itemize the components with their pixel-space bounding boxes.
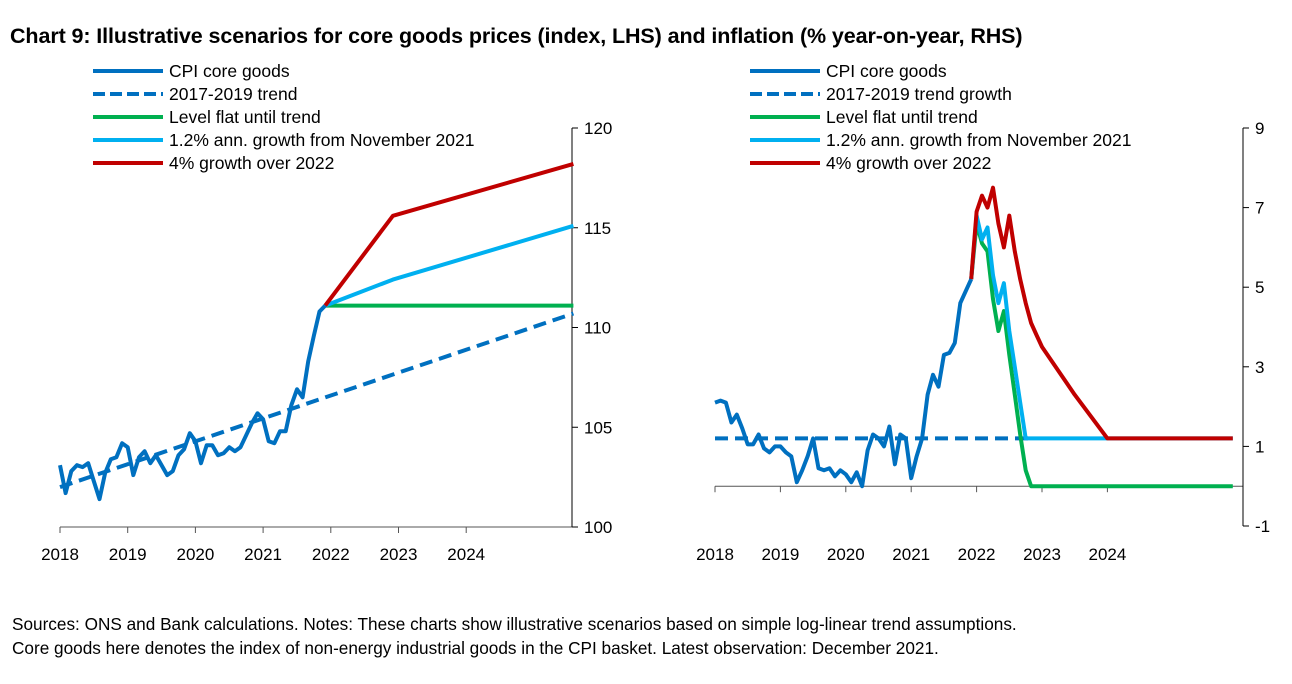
series-line-growth4: [323, 161, 574, 307]
right-series-lines: [714, 185, 1233, 489]
series-line-flat: [969, 221, 1233, 489]
right-legend: CPI core goods 2017-2019 trend growth Leve…: [750, 61, 1131, 173]
x-tick-label: 2021: [244, 545, 282, 564]
notes-line-2: Core goods here denotes the index of non…: [12, 638, 939, 658]
series-line-cpi: [714, 278, 974, 489]
y-tick-label: 105: [584, 418, 612, 437]
x-tick-label: 2024: [1088, 545, 1126, 564]
y-tick-label: 100: [584, 518, 612, 537]
y-tick-label: 120: [584, 119, 612, 138]
left-legend: CPI core goods 2017-2019 trend Level flat …: [93, 61, 474, 173]
left-series-lines: [58, 161, 575, 502]
legend-label-flat: Level flat until trend: [826, 107, 978, 127]
legend-label-cpi: CPI core goods: [169, 61, 290, 81]
x-tick-label: 2018: [41, 545, 79, 564]
x-tick-label: 2019: [109, 545, 147, 564]
legend-label-flat: Level flat until trend: [169, 107, 321, 127]
x-tick-label: 2019: [761, 545, 799, 564]
x-tick-label: 2023: [380, 545, 418, 564]
y-tick-label: 1: [1255, 437, 1264, 456]
x-tick-label: 2022: [958, 545, 996, 564]
x-tick-label: 2020: [827, 545, 865, 564]
series-line-trend: [59, 311, 575, 489]
chart-notes: Sources: ONS and Bank calculations. Note…: [12, 612, 1017, 660]
y-tick-label: -1: [1255, 517, 1270, 536]
legend-label-growth12: 1.2% ann. growth from November 2021: [169, 130, 474, 150]
legend-label-trend: 2017-2019 trend growth: [826, 84, 1012, 104]
x-tick-label: 2024: [447, 545, 485, 564]
left-chart-core-goods-prices: 2018 2019 2020 2021 2022 2023 2024 100 105 110 115…: [41, 61, 612, 564]
x-tick-label: 2022: [312, 545, 350, 564]
y-tick-label: 9: [1255, 119, 1264, 138]
series-line-growth4: [969, 185, 1233, 441]
right-chart-core-goods-inflation: 2018 2019 2020 2021 2022 2023 2024 -1 1 3 5 7 9 CPI …: [696, 61, 1270, 564]
legend-label-cpi: CPI core goods: [826, 61, 947, 81]
y-tick-label: 5: [1255, 278, 1264, 297]
series-line-growth12: [324, 223, 574, 308]
legend-label-growth12: 1.2% ann. growth from November 2021: [826, 130, 1131, 150]
notes-line-1: Sources: ONS and Bank calculations. Note…: [12, 614, 1017, 634]
x-tick-label: 2018: [696, 545, 734, 564]
y-tick-label: 110: [584, 319, 611, 338]
y-tick-label: 115: [584, 219, 611, 238]
x-tick-label: 2021: [892, 545, 930, 564]
x-tick-label: 2020: [176, 545, 214, 564]
legend-label-growth4: 4% growth over 2022: [169, 153, 334, 173]
legend-label-growth4: 4% growth over 2022: [826, 153, 991, 173]
right-axes: 2018 2019 2020 2021 2022 2023 2024 -1 1 3 5 7 9: [696, 119, 1270, 564]
legend-label-trend: 2017-2019 trend: [169, 84, 297, 104]
x-tick-label: 2023: [1023, 545, 1061, 564]
y-tick-label: 7: [1255, 199, 1264, 218]
y-tick-label: 3: [1255, 358, 1264, 377]
chart-title: Chart 9: Illustrative scenarios for core…: [10, 24, 1023, 48]
series-line-cpi: [58, 304, 327, 502]
left-axes: 2018 2019 2020 2021 2022 2023 2024 100 105 110 115…: [41, 119, 612, 564]
series-line-growth12: [969, 213, 1233, 441]
